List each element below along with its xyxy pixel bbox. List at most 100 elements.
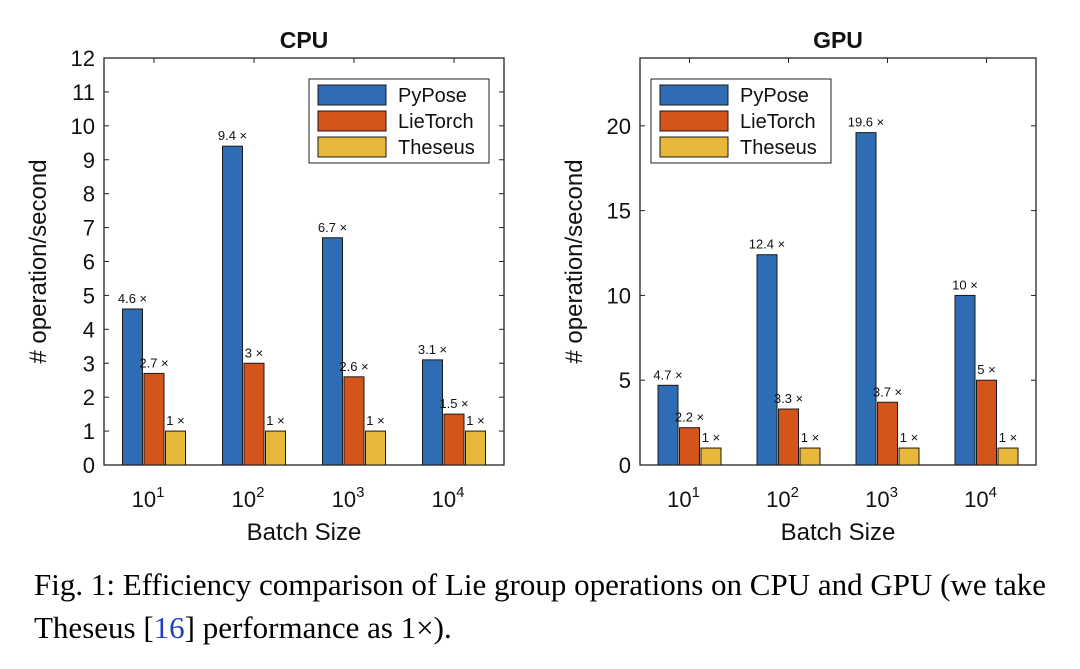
chart-1-data-label-theseus-0: 1 × [702, 430, 720, 445]
chart-1-xtick-base-0: 10 [667, 487, 691, 512]
chart-0-bar-lietorch-1 [243, 362, 265, 466]
chart-1-ytick-label-3: 15 [607, 199, 631, 224]
chart-1-xtick-exponent-3: 4 [989, 484, 997, 501]
chart-1-ytick-label-0: 0 [619, 453, 631, 478]
chart-1-xtick-base-3: 10 [964, 487, 988, 512]
chart-1-ylabel: # operation/second [561, 159, 588, 363]
chart-1-xtick-exponent-2: 3 [890, 484, 898, 501]
chart-0-data-label-lietorch-1: 3 × [245, 345, 263, 360]
chart-1-ytick-label-2: 10 [607, 283, 631, 308]
chart-1-data-label-lietorch-1: 3.3 × [774, 391, 803, 406]
chart-0-xtick-base-3: 10 [432, 487, 456, 512]
chart-0-xlabel: Batch Size [247, 519, 362, 546]
chart-0-xtick-label-2: 103 [332, 484, 365, 512]
chart-0-xtick-base-0: 10 [132, 487, 156, 512]
chart-1-xtick-label-0: 101 [667, 484, 700, 512]
chart-1-data-label-theseus-2: 1 × [900, 430, 918, 445]
chart-1-bar-lietorch-2 [877, 401, 898, 466]
caption-ref-link[interactable]: 16 [153, 610, 185, 645]
chart-1-bar-pypose-2 [855, 132, 877, 466]
chart-0-xtick-exponent-0: 1 [156, 484, 164, 501]
chart-0-title: CPU [280, 27, 329, 53]
chart-1-ytick-label-4: 20 [607, 114, 631, 139]
caption-prefix: Fig. 1: Efficiency comparison of Lie gro… [34, 567, 1046, 645]
chart-0-xtick-label-3: 104 [432, 484, 465, 512]
chart-0-xtick-label-1: 102 [232, 484, 265, 512]
chart-1-bar-pypose-0 [657, 384, 679, 466]
chart-1-bar-theseus-0 [700, 447, 722, 466]
chart-1-data-label-lietorch-3: 5 × [977, 362, 995, 377]
chart-0-bar-lietorch-0 [143, 372, 165, 466]
chart-0-data-label-theseus-2: 1 × [366, 413, 384, 428]
chart-0-xtick-exponent-2: 3 [356, 484, 364, 501]
chart-0-bar-pypose-3 [422, 359, 443, 466]
chart-1-plot-frame [639, 57, 1037, 466]
chart-0-ytick-label-0: 0 [83, 453, 95, 478]
chart-0-bar-lietorch-3 [443, 413, 465, 466]
chart-1-data-label-lietorch-0: 2.2 × [675, 410, 704, 425]
chart-0-legend-label-lietorch: LieTorch [398, 111, 474, 133]
chart-0-data-label-lietorch-2: 2.6 × [339, 359, 368, 374]
chart-0-data-label-theseus-1: 1 × [266, 413, 284, 428]
chart-1-data-label-theseus-3: 1 × [999, 430, 1017, 445]
chart-0-xtick-base-2: 10 [332, 487, 356, 512]
chart-1-legend-label-pypose: PyPose [740, 85, 809, 107]
chart-1-data-label-pypose-3: 10 × [952, 277, 978, 292]
chart-0-bar-theseus-0 [165, 430, 186, 466]
chart-0-xtick-base-1: 10 [232, 487, 256, 512]
chart-1-xtick-label-1: 102 [766, 484, 799, 512]
chart-0-data-label-theseus-0: 1 × [166, 413, 184, 428]
chart-1-data-label-lietorch-2: 3.7 × [873, 384, 902, 399]
chart-1-bar-pypose-1 [756, 254, 778, 466]
chart-0-bar-theseus-2 [365, 430, 386, 466]
chart-0-xtick-label-0: 101 [132, 484, 165, 512]
chart-0-legend-label-pypose: PyPose [398, 85, 467, 107]
chart-1-data-label-pypose-2: 19.6 × [848, 115, 885, 130]
chart-0-data-label-pypose-2: 6.7 × [318, 220, 347, 235]
chart-0-ytick-label-11: 11 [72, 80, 95, 105]
chart-1-legend-swatch-pypose [659, 84, 729, 106]
chart-1-xtick-base-2: 10 [865, 487, 889, 512]
chart-1-bar-theseus-1 [799, 447, 821, 466]
chart-1-data-label-theseus-1: 1 × [801, 430, 819, 445]
chart-0-legend-swatch-pypose [317, 84, 387, 106]
chart-0-legend-label-theseus: Theseus [398, 137, 475, 159]
chart-1-xlabel: Batch Size [781, 519, 896, 546]
chart-0-bar-pypose-2 [322, 237, 343, 466]
chart-1-bar-lietorch-3 [976, 379, 997, 466]
chart-1-bar-lietorch-0 [679, 427, 700, 466]
chart-0-ytick-label-8: 8 [83, 182, 95, 207]
chart-1-ytick-label-1: 5 [619, 368, 631, 393]
chart-0-legend-swatch-theseus [317, 136, 387, 158]
chart-0-ytick-label-1: 1 [83, 419, 95, 444]
chart-1-legend-label-lietorch: LieTorch [740, 111, 816, 133]
chart-0-legend-swatch-lietorch [317, 110, 387, 132]
chart-0-data-label-theseus-3: 1 × [466, 413, 484, 428]
chart-0-data-label-pypose-0: 4.6 × [118, 291, 147, 306]
chart-0-ytick-label-4: 4 [83, 317, 95, 342]
chart-1-bar-theseus-2 [898, 447, 920, 466]
chart-0-bar-pypose-0 [122, 308, 143, 466]
chart-0-bar-theseus-3 [465, 430, 486, 466]
chart-0-data-label-lietorch-3: 1.5 × [439, 396, 468, 411]
chart-1-data-label-pypose-1: 12.4 × [749, 237, 786, 252]
chart-0-bar-lietorch-2 [343, 376, 365, 466]
chart-0-ylabel: # operation/second [25, 159, 52, 363]
chart-0-xtick-exponent-1: 2 [256, 484, 264, 501]
chart-1-xtick-base-1: 10 [766, 487, 790, 512]
chart-1-bar-theseus-3 [997, 447, 1019, 466]
chart-0-data-label-lietorch-0: 2.7 × [139, 355, 168, 370]
chart-1-xtick-exponent-0: 1 [692, 484, 700, 501]
chart-1-legend-label-theseus: Theseus [740, 137, 817, 159]
chart-1-xtick-label-2: 103 [865, 484, 898, 512]
chart-1-legend-swatch-theseus [659, 136, 729, 158]
caption-suffix: ] performance as 1×). [184, 610, 452, 645]
chart-0-ytick-label-12: 12 [71, 46, 95, 71]
chart-0-ytick-label-2: 2 [83, 385, 95, 410]
chart-1-bar-lietorch-1 [778, 408, 799, 466]
figure-caption: Fig. 1: Efficiency comparison of Lie gro… [34, 563, 1046, 649]
chart-1-legend-swatch-lietorch [659, 110, 729, 132]
chart-0-data-label-pypose-1: 9.4 × [218, 128, 247, 143]
chart-0-ytick-label-6: 6 [83, 250, 95, 275]
